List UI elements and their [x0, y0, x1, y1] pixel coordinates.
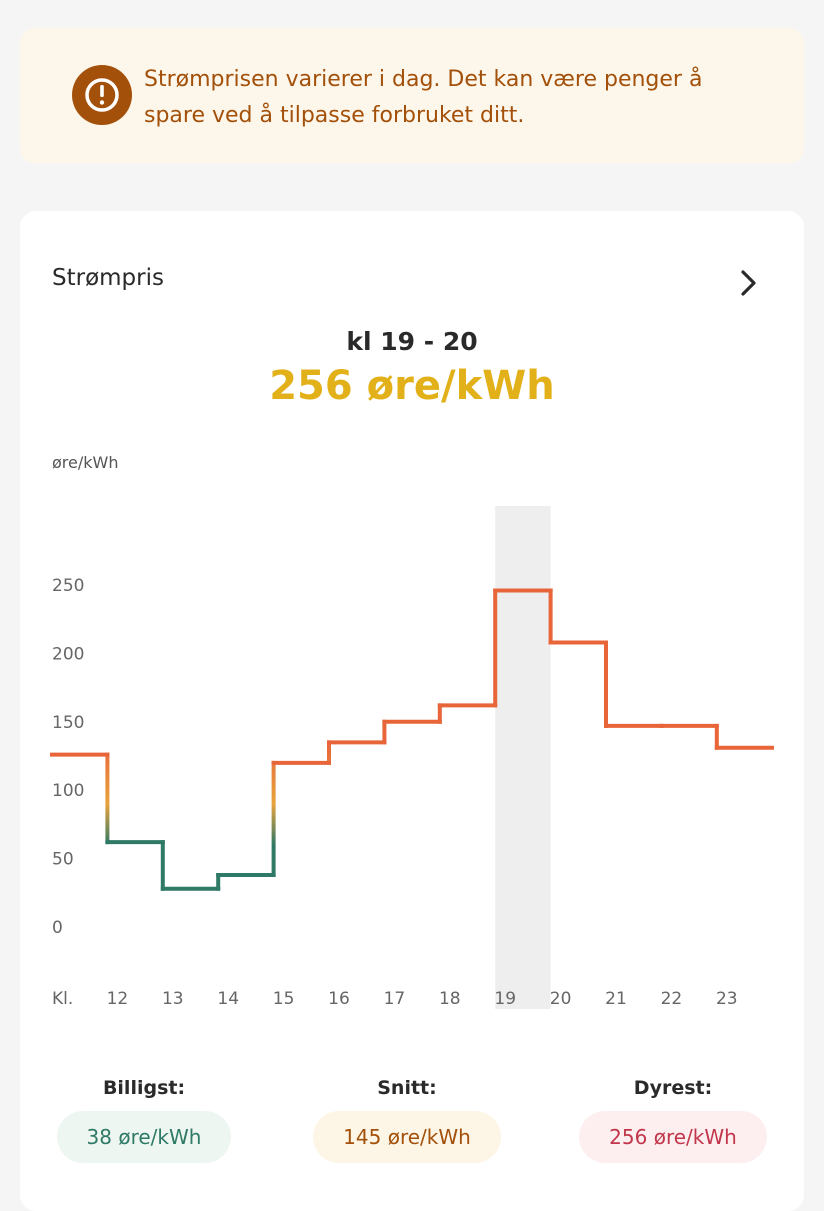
- stat-average-label: Snitt:: [377, 1077, 437, 1099]
- y-tick-label: 250: [52, 576, 84, 596]
- y-tick-label: 0: [52, 918, 63, 938]
- selected-hour: kl 19 - 20: [346, 327, 478, 356]
- x-tick-label: 18: [439, 989, 461, 1009]
- card-title: Strømpris: [52, 265, 164, 291]
- x-tick-label: 19: [494, 989, 516, 1009]
- y-tick-label: 50: [52, 850, 74, 870]
- stat-expensive-value: 256 øre/kWh: [579, 1111, 767, 1163]
- x-tick-label: 16: [328, 989, 350, 1009]
- y-tick-label: 200: [52, 644, 84, 664]
- stat-expensive-label: Dyrest:: [633, 1077, 713, 1099]
- stat-expensive: Dyrest: 256 øre/kWh: [574, 1077, 772, 1163]
- x-tick-label: 13: [162, 989, 184, 1009]
- y-axis-unit-label: øre/kWh: [52, 453, 119, 472]
- stat-cheapest: Billigst: 38 øre/kWh: [52, 1077, 236, 1163]
- price-chart[interactable]: 0 50 100 150 200 250 Kl. 12 13 14 15 16 17 18 19 20 21 22…: [20, 211, 804, 1051]
- x-tick-label: 22: [661, 989, 683, 1009]
- price-card[interactable]: Strømpris kl 19 - 20 256 øre/kWh øre/kWh…: [20, 211, 804, 1211]
- exclamation-circle-icon: [72, 65, 132, 125]
- info-banner-line-2: spare ved å tilpasse forbruket ditt.: [144, 103, 525, 128]
- y-tick-label: 100: [52, 781, 84, 801]
- x-tick-label: 12: [107, 989, 129, 1009]
- stat-average-value: 145 øre/kWh: [313, 1111, 501, 1163]
- info-banner-text: Strømprisen varierer i dag. Det kan være…: [144, 62, 764, 134]
- x-tick-label: 17: [384, 989, 406, 1009]
- stat-cheapest-value: 38 øre/kWh: [56, 1111, 232, 1163]
- selected-price: 256 øre/kWh: [269, 363, 555, 409]
- x-tick-label: 14: [217, 989, 239, 1009]
- chevron-right-icon[interactable]: [734, 266, 764, 300]
- info-banner: Strømprisen varierer i dag. Det kan være…: [20, 28, 804, 163]
- x-tick-label: 20: [550, 989, 572, 1009]
- selected-hour-highlight: [495, 506, 551, 1009]
- stat-cheapest-label: Billigst:: [102, 1077, 186, 1099]
- info-banner-line-1: Strømprisen varierer i dag. Det kan være…: [144, 67, 703, 92]
- x-axis-label: Kl.: [52, 989, 73, 1009]
- stat-average: Snitt: 145 øre/kWh: [309, 1077, 505, 1163]
- x-tick-label: 15: [273, 989, 295, 1009]
- y-tick-label: 150: [52, 713, 84, 733]
- x-tick-label: 21: [605, 989, 627, 1009]
- x-tick-label: 23: [716, 989, 738, 1009]
